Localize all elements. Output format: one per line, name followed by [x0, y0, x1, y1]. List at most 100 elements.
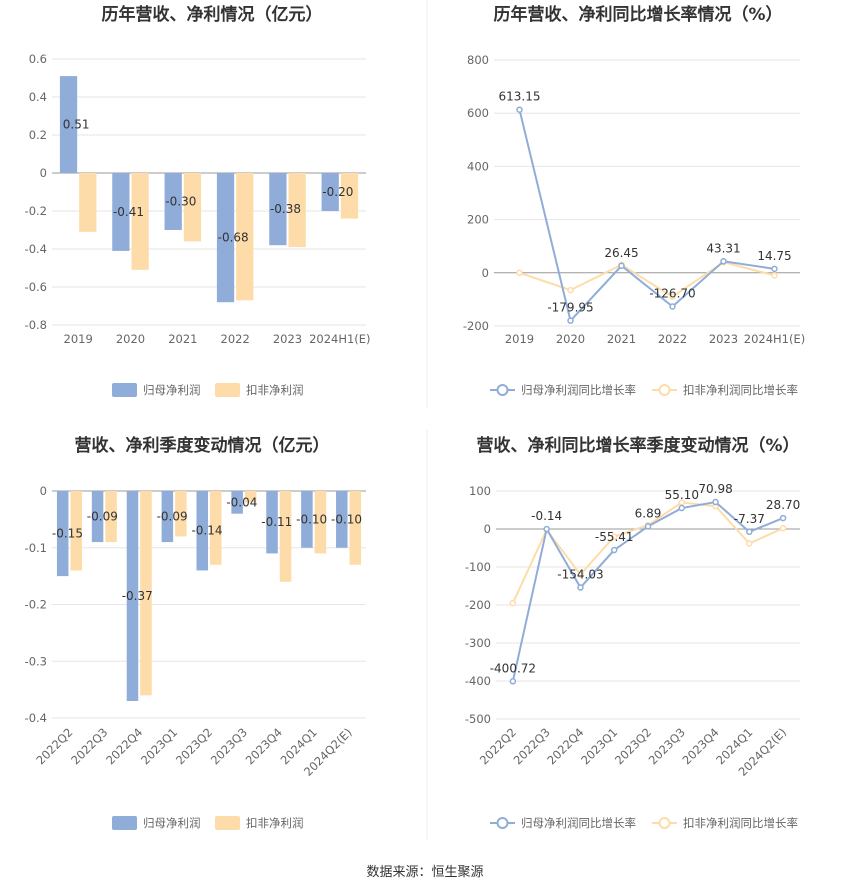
line-value-label: 613.15 [499, 90, 541, 104]
x-tick-label: 2023 [273, 332, 302, 346]
line-point [712, 498, 719, 506]
bar-value-label: -0.37 [122, 589, 153, 603]
x-tick-label: 2020 [556, 332, 585, 346]
bar-deducted-net-profit [236, 173, 254, 301]
line-value-label: 26.45 [604, 246, 638, 260]
legend-label: 归母净利润同比增长率 [521, 383, 636, 397]
x-tick-label: 2019 [505, 332, 534, 346]
bar-parent-net-profit [269, 173, 287, 246]
y-tick-label: -500 [465, 712, 491, 726]
legend-label: 归母净利润 [143, 383, 201, 397]
legend-marker [658, 384, 671, 396]
line-value-label: -179.95 [547, 301, 593, 315]
line-point [720, 258, 727, 265]
x-tick-label: 2022Q3 [511, 725, 553, 767]
bar-value-label: -0.10 [331, 512, 362, 526]
legend-label: 归母净利润同比增长率 [521, 816, 636, 830]
x-tick-label: 2021 [607, 332, 636, 346]
bar-deducted-net-profit [210, 491, 222, 565]
bar-value-label: -0.41 [113, 205, 144, 219]
chart-title: 营收、净利同比增长率季度变动情况（%） [476, 435, 799, 456]
y-tick-label: -100 [465, 560, 491, 574]
y-tick-label: 800 [467, 53, 489, 67]
line-point [567, 286, 574, 294]
line-value-label: -126.70 [649, 287, 695, 301]
bar-value-label: -0.10 [296, 512, 327, 526]
line-point [644, 523, 652, 530]
line-parent-net-profit-growth [518, 109, 775, 323]
quarterly-profit-bar-chart: 营收、净利季度变动情况（亿元） 0-0.1-0.2-0.3-0.42022Q22… [25, 435, 366, 830]
x-tick-label: 2023Q1 [578, 725, 620, 767]
bar-deducted-net-profit [131, 173, 149, 270]
annual-growth-line-chart: 历年营收、净利同比增长率情况（%） 800 600 400 200 0 -200 2019 2… [463, 4, 805, 397]
y-tick-label: -0.6 [25, 280, 47, 294]
legend-label: 归母净利润 [143, 816, 201, 830]
x-tick-label: 2023 [709, 332, 738, 346]
y-tick-label: -0.2 [25, 598, 47, 612]
line-value-label: -7.37 [734, 512, 765, 526]
bar-parent-net-profit [112, 173, 130, 251]
bar-value-label: -0.11 [261, 515, 292, 529]
x-tick-label: 2022Q4 [103, 725, 145, 767]
x-tick-label: 2020 [116, 332, 145, 346]
bar-deducted-net-profit [105, 491, 117, 543]
x-tick-label: 2022Q2 [477, 725, 519, 767]
y-tick-label: 0.2 [29, 128, 47, 142]
y-tick-label: 0 [482, 266, 489, 280]
legend-swatch [112, 383, 137, 397]
y-tick-label: -200 [465, 598, 491, 612]
line-point [771, 265, 778, 273]
bar-deducted-net-profit [340, 173, 359, 219]
legend-label: 扣非净利润同比增长率 [683, 816, 798, 830]
legend-marker [496, 817, 509, 829]
line-value-label: 43.31 [706, 241, 740, 255]
bar-parent-net-profit [91, 491, 104, 543]
legend-label: 扣非净利润同比增长率 [683, 383, 798, 397]
y-tick-label: -0.4 [25, 711, 47, 725]
bar-deducted-net-profit [70, 491, 82, 571]
x-tick-label: 2022 [658, 332, 687, 346]
legend-swatch [112, 816, 137, 830]
bar-deducted-net-profit [140, 491, 152, 696]
y-tick-label: 400 [467, 159, 489, 173]
bar-value-label: -0.15 [52, 527, 83, 541]
y-tick-label: -400 [465, 674, 491, 688]
line-point [746, 540, 753, 547]
y-tick-label: -0.1 [25, 541, 47, 555]
x-tick-label: 2024H1(E) [744, 332, 805, 346]
line-value-label: -55.41 [595, 530, 634, 544]
line-value-label: 6.89 [635, 506, 662, 520]
x-tick-label: 2019 [64, 332, 93, 346]
bar-deducted-net-profit [183, 173, 202, 242]
data-source: 数据来源：恒生聚源 [366, 865, 483, 880]
legend-swatch [215, 383, 240, 397]
x-tick-label: 2022 [221, 332, 250, 346]
x-tick-label: 2022Q3 [68, 725, 110, 767]
bar-deducted-net-profit [288, 173, 306, 248]
line-point [771, 272, 778, 279]
bar-value-label: -0.09 [157, 510, 188, 524]
y-tick-label: 0.4 [29, 90, 47, 104]
line-value-label: -0.14 [531, 509, 562, 523]
bar-value-label: -0.38 [270, 202, 301, 216]
line-value-label: 55.10 [665, 488, 699, 502]
bar-value-label: -0.68 [218, 231, 249, 245]
bar-parent-net-profit [126, 491, 139, 701]
bar-value-label: -0.14 [191, 524, 222, 538]
y-tick-label: -300 [465, 636, 491, 650]
bar-deducted-net-profit [314, 491, 327, 554]
y-tick-label: -0.3 [25, 654, 47, 668]
y-tick-label: 0.6 [29, 52, 47, 66]
line-value-label: 70.98 [698, 482, 732, 496]
legend-marker [496, 384, 509, 396]
chart-title: 营收、净利季度变动情况（亿元） [75, 435, 330, 456]
bar-parent-net-profit [56, 491, 69, 577]
line-value-label: 28.70 [766, 498, 800, 512]
x-tick-label: 2021 [168, 332, 197, 346]
line-point [610, 533, 618, 540]
bar-parent-net-profit [266, 491, 278, 554]
line-point [678, 504, 686, 512]
line-value-label: -400.72 [490, 661, 536, 675]
bar-parent-net-profit [321, 173, 339, 211]
